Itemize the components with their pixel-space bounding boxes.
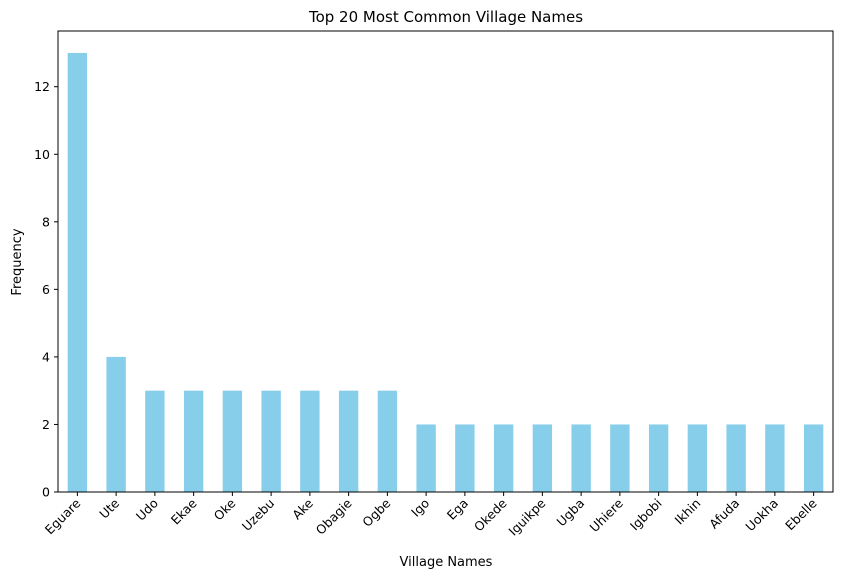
bar-igbobi — [648, 424, 669, 492]
bar-uzebu — [261, 390, 281, 492]
x-tick-label: Afuda — [706, 496, 742, 532]
x-tick-label: Ega — [444, 496, 471, 523]
y-tick-label: 6 — [42, 282, 50, 297]
bar-ega — [455, 424, 475, 492]
x-tick-label: Ugba — [554, 496, 588, 530]
bar-uhiere — [610, 424, 630, 492]
bar-ute — [106, 356, 126, 492]
bar-ekae — [183, 390, 204, 492]
y-tick-label: 0 — [42, 485, 50, 500]
x-tick-label: Ikhin — [671, 496, 703, 528]
bar-eguare — [67, 52, 88, 492]
x-tick-label: Uzebu — [239, 496, 277, 534]
bar-ogbe — [377, 390, 398, 492]
bar-iguikpe — [532, 424, 553, 492]
x-tick-label: Okede — [471, 495, 510, 534]
x-tick-label: Igbobi — [627, 496, 665, 534]
x-tick-label: Iguikpe — [505, 495, 548, 538]
x-tick-label: Uhiere — [587, 495, 627, 535]
x-tick-label: Ute — [96, 495, 122, 521]
x-tick-label: Eguare — [42, 495, 84, 537]
plot-frame — [57, 30, 834, 493]
x-tick-label: Uokha — [742, 496, 781, 535]
y-axis-title: Frequency — [10, 228, 25, 295]
x-tick-label: Ake — [289, 495, 316, 522]
x-tick-label: Oke — [211, 495, 239, 523]
bar-udo — [145, 390, 165, 492]
bar-obagie — [338, 390, 359, 492]
bar-oke — [222, 390, 243, 492]
y-tick-label: 8 — [42, 214, 50, 229]
bar-ugba — [571, 424, 591, 492]
y-tick-label: 10 — [34, 147, 50, 162]
bar-uokha — [765, 424, 785, 492]
x-tick-label: Ogbe — [359, 495, 393, 529]
x-axis-title: Village Names — [400, 555, 493, 570]
x-tick-label: Obagie — [313, 495, 355, 537]
x-tick-label: Igo — [408, 496, 432, 520]
bars-group — [67, 52, 824, 492]
x-tick-label: Ebelle — [782, 495, 820, 533]
y-tick-label: 4 — [42, 349, 50, 364]
bar-igo — [416, 424, 436, 492]
y-tick-label: 12 — [34, 79, 50, 94]
y-axis: 0 2 4 6 8 10 12 — [34, 79, 58, 500]
y-tick-label: 2 — [42, 417, 50, 432]
bar-ikhin — [687, 424, 708, 492]
chart-title: Top 20 Most Common Village Names — [308, 8, 583, 26]
x-tick-label: Udo — [133, 496, 161, 524]
x-tick-label: Ekae — [168, 495, 200, 527]
bar-ake — [300, 390, 320, 492]
bar-ebelle — [803, 424, 824, 492]
bar-afuda — [726, 424, 746, 492]
bar-okede — [493, 424, 514, 492]
